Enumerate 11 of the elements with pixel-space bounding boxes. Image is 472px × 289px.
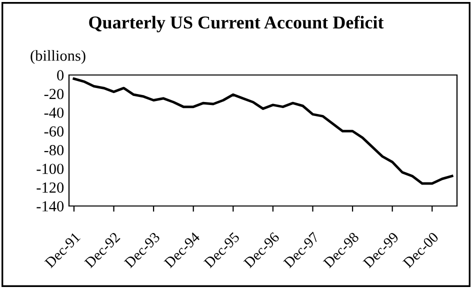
line-series [72, 77, 454, 185]
y-tick-label: -80 [44, 145, 64, 156]
y-tick-label: -60 [44, 126, 64, 137]
y-tick-label: -100 [36, 164, 64, 174]
y-tick-label: -20 [44, 88, 64, 100]
y-tick-label: -40 [44, 108, 64, 118]
y-tick-label: -140 [36, 201, 64, 212]
y-tick-label: 0 [57, 70, 64, 80]
y-axis-title: (billions) [30, 50, 86, 64]
chart-title: Quarterly US Current Account Deficit [89, 16, 384, 32]
y-tick-label: -120 [36, 182, 64, 193]
